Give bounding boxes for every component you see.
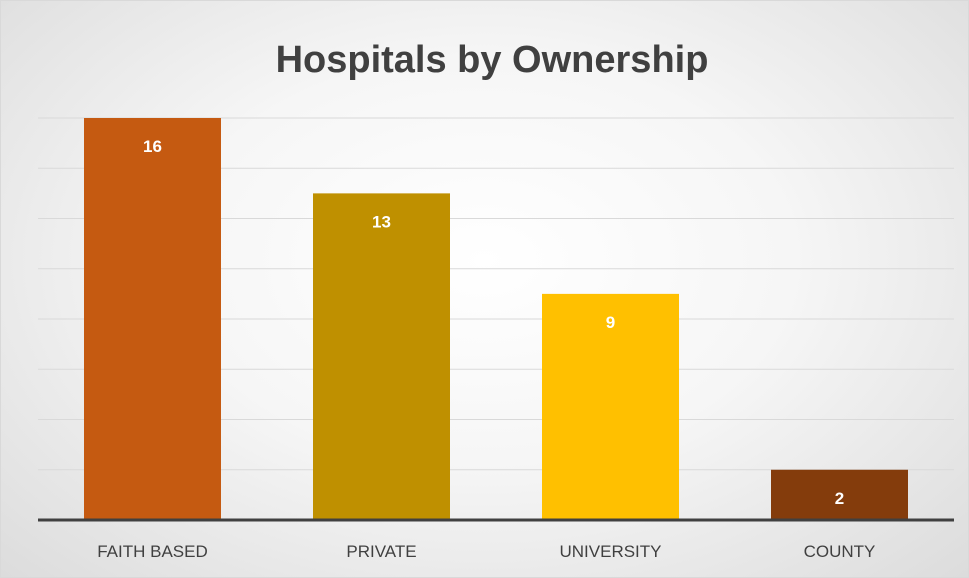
data-label: 16 [143, 137, 162, 156]
x-tick-label: FAITH BASED [97, 542, 208, 561]
data-label: 9 [606, 313, 615, 332]
data-labels: 16 13 9 2 [143, 137, 844, 508]
bar-university [542, 293, 679, 520]
bar-county [771, 469, 908, 520]
x-tick-label: PRIVATE [346, 542, 416, 561]
data-label: 2 [835, 489, 844, 508]
x-tick-label: UNIVERSITY [559, 542, 661, 561]
data-label: 13 [372, 212, 391, 231]
x-tick-label: COUNTY [804, 542, 876, 561]
bars [84, 118, 908, 520]
bar-faith-based [84, 118, 221, 520]
x-tick-labels: FAITH BASED PRIVATE UNIVERSITY COUNTY [97, 542, 875, 561]
chart-title: Hospitals by Ownership [276, 39, 709, 81]
bar-private [313, 193, 450, 520]
